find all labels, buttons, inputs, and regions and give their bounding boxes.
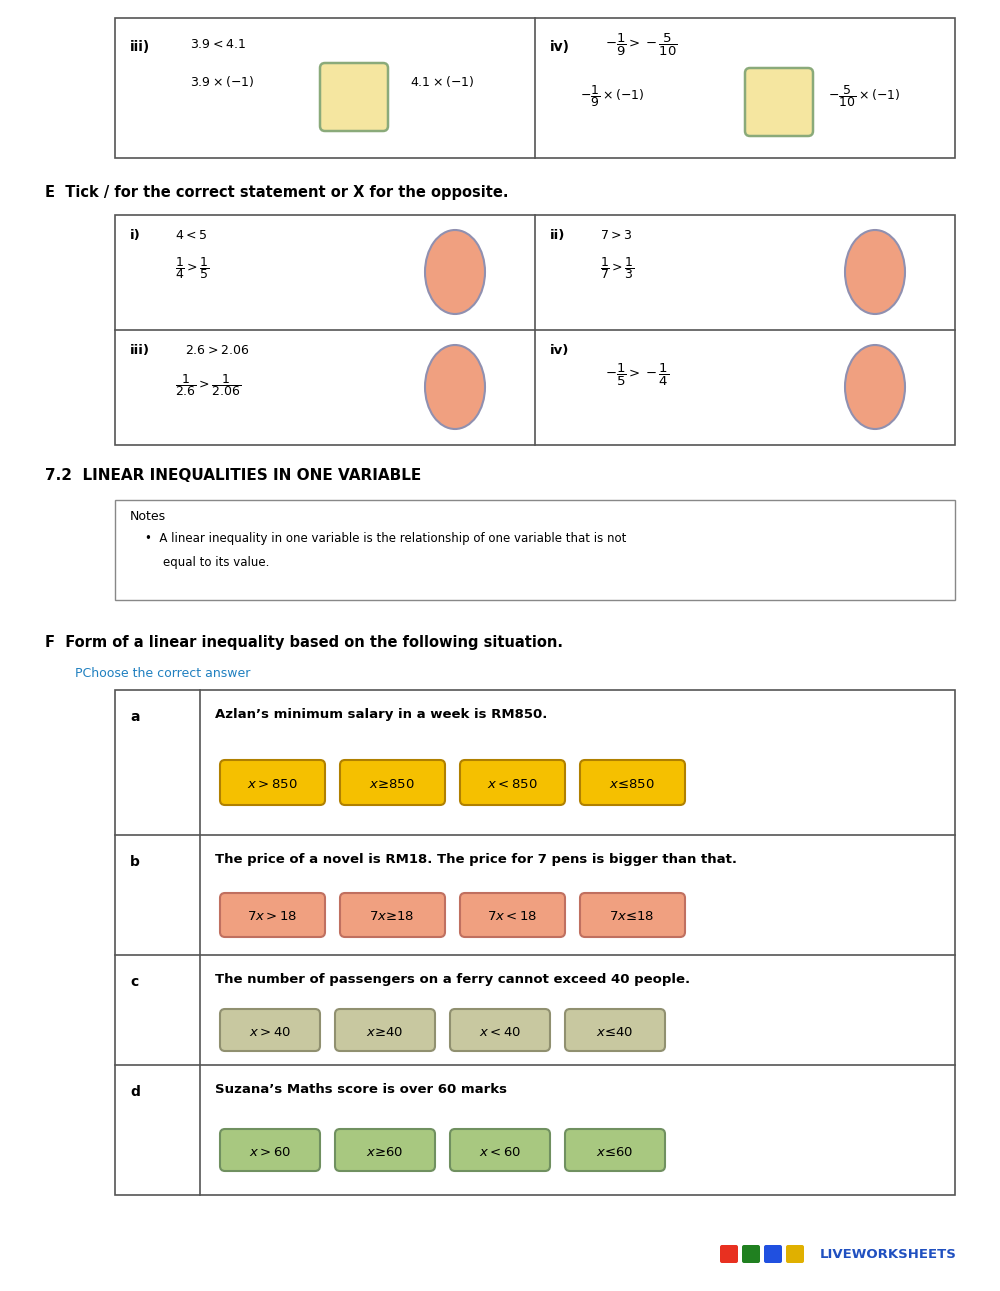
Text: a: a — [130, 710, 140, 724]
Text: $x < 40$: $x < 40$ — [479, 1025, 521, 1038]
Text: $x ≤ 60$: $x ≤ 60$ — [596, 1145, 634, 1158]
Text: E  Tick / for the correct statement or X for the opposite.: E Tick / for the correct statement or X … — [45, 185, 509, 200]
Text: iii): iii) — [130, 343, 150, 358]
Text: $4 < 5$: $4 < 5$ — [175, 229, 207, 241]
Text: $7x ≤ 18$: $7x ≤ 18$ — [609, 910, 655, 923]
Text: $x ≤ 40$: $x ≤ 40$ — [596, 1025, 634, 1038]
FancyBboxPatch shape — [565, 1010, 665, 1051]
Text: $\dfrac{1}{7} > \dfrac{1}{3}$: $\dfrac{1}{7} > \dfrac{1}{3}$ — [600, 256, 635, 281]
Text: $x > 850$: $x > 850$ — [247, 777, 297, 790]
Text: $2.6 > 2.06$: $2.6 > 2.06$ — [185, 343, 249, 358]
Bar — [115, 689, 955, 1195]
FancyBboxPatch shape — [320, 63, 388, 130]
FancyBboxPatch shape — [340, 893, 445, 937]
Ellipse shape — [845, 345, 905, 429]
Text: PChoose the correct answer: PChoose the correct answer — [75, 667, 250, 680]
Text: •  A linear inequality in one variable is the relationship of one variable that : • A linear inequality in one variable is… — [145, 532, 626, 545]
Text: iv): iv) — [550, 40, 570, 54]
Text: $x > 40$: $x > 40$ — [249, 1025, 291, 1038]
Text: $-\dfrac{1}{9}\times(-1)$: $-\dfrac{1}{9}\times(-1)$ — [580, 83, 644, 108]
Text: $7x < 18$: $7x < 18$ — [487, 910, 537, 923]
Text: The number of passengers on a ferry cannot exceed 40 people.: The number of passengers on a ferry cann… — [215, 973, 690, 986]
FancyBboxPatch shape — [460, 893, 565, 937]
Text: F  Form of a linear inequality based on the following situation.: F Form of a linear inequality based on t… — [45, 635, 563, 649]
Text: Suzana’s Maths score is over 60 marks: Suzana’s Maths score is over 60 marks — [215, 1083, 507, 1096]
Text: $4.1\times(-1)$: $4.1\times(-1)$ — [410, 74, 474, 89]
Text: $3.9 < 4.1$: $3.9 < 4.1$ — [190, 37, 246, 52]
FancyBboxPatch shape — [460, 760, 565, 806]
Text: $3.9\times(-1)$: $3.9\times(-1)$ — [190, 74, 254, 89]
FancyBboxPatch shape — [450, 1130, 550, 1171]
Text: $\dfrac{1}{2.6} > \dfrac{1}{2.06}$: $\dfrac{1}{2.6} > \dfrac{1}{2.06}$ — [175, 372, 242, 398]
Text: $x ≥ 60$: $x ≥ 60$ — [366, 1145, 404, 1158]
Text: $x < 60$: $x < 60$ — [479, 1145, 521, 1158]
Ellipse shape — [425, 345, 485, 429]
Text: $7 > 3$: $7 > 3$ — [600, 229, 632, 241]
Bar — [115, 500, 955, 600]
Text: iii): iii) — [130, 40, 150, 54]
FancyBboxPatch shape — [450, 1010, 550, 1051]
Text: Notes: Notes — [130, 510, 166, 523]
FancyBboxPatch shape — [580, 760, 685, 806]
Text: $-\dfrac{1}{5} > -\dfrac{1}{4}$: $-\dfrac{1}{5} > -\dfrac{1}{4}$ — [605, 361, 669, 389]
FancyBboxPatch shape — [220, 1130, 320, 1171]
FancyBboxPatch shape — [335, 1130, 435, 1171]
FancyBboxPatch shape — [580, 893, 685, 937]
Text: $7x > 18$: $7x > 18$ — [247, 910, 297, 923]
FancyBboxPatch shape — [220, 1010, 320, 1051]
Ellipse shape — [425, 230, 485, 314]
Text: c: c — [130, 975, 138, 989]
Text: $-\dfrac{1}{9}>-\dfrac{5}{10}$: $-\dfrac{1}{9}>-\dfrac{5}{10}$ — [605, 32, 678, 58]
FancyBboxPatch shape — [335, 1010, 435, 1051]
FancyBboxPatch shape — [742, 1245, 760, 1263]
Bar — [115, 216, 955, 445]
FancyBboxPatch shape — [565, 1130, 665, 1171]
Text: Azlan’s minimum salary in a week is RM850.: Azlan’s minimum salary in a week is RM85… — [215, 707, 547, 720]
Text: $-\dfrac{5}{10}\times(-1)$: $-\dfrac{5}{10}\times(-1)$ — [828, 83, 900, 108]
Text: $x > 60$: $x > 60$ — [249, 1145, 291, 1158]
Bar — [115, 18, 955, 158]
Text: d: d — [130, 1084, 140, 1099]
FancyBboxPatch shape — [764, 1245, 782, 1263]
Text: $x < 850$: $x < 850$ — [487, 777, 537, 790]
Text: i): i) — [130, 229, 141, 241]
Text: $7x ≥ 18$: $7x ≥ 18$ — [369, 910, 415, 923]
FancyBboxPatch shape — [340, 760, 445, 806]
FancyBboxPatch shape — [745, 68, 813, 136]
FancyBboxPatch shape — [220, 893, 325, 937]
Text: equal to its value.: equal to its value. — [163, 556, 269, 569]
Text: $x ≥ 40$: $x ≥ 40$ — [366, 1025, 404, 1038]
Text: $x ≥ 850$: $x ≥ 850$ — [369, 777, 415, 790]
FancyBboxPatch shape — [786, 1245, 804, 1263]
Text: LIVEWORKSHEETS: LIVEWORKSHEETS — [820, 1248, 957, 1261]
Text: $\dfrac{1}{4} > \dfrac{1}{5}$: $\dfrac{1}{4} > \dfrac{1}{5}$ — [175, 256, 210, 281]
Text: iv): iv) — [550, 343, 569, 358]
Text: The price of a novel is RM18. The price for 7 pens is bigger than that.: The price of a novel is RM18. The price … — [215, 853, 737, 866]
FancyBboxPatch shape — [720, 1245, 738, 1263]
Ellipse shape — [845, 230, 905, 314]
FancyBboxPatch shape — [220, 760, 325, 806]
Text: b: b — [130, 855, 140, 869]
Text: 7.2  LINEAR INEQUALITIES IN ONE VARIABLE: 7.2 LINEAR INEQUALITIES IN ONE VARIABLE — [45, 469, 421, 483]
Text: ii): ii) — [550, 229, 565, 241]
Text: $x ≤ 850$: $x ≤ 850$ — [609, 777, 655, 790]
